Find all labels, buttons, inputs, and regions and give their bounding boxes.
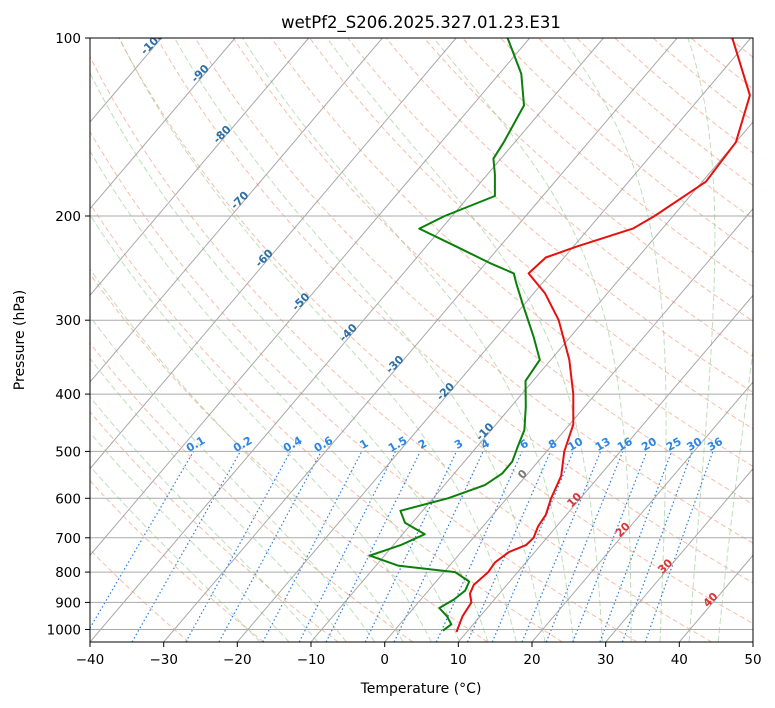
dry-adiabat	[156, 38, 753, 584]
x-axis-label: Temperature (°C)	[360, 681, 482, 697]
isotherm-line	[605, 467, 753, 642]
moist-adiabat	[90, 432, 290, 642]
dry-adiabat	[461, 38, 753, 288]
plot-frame	[89, 37, 754, 643]
dry-adiabat	[576, 38, 753, 187]
isotherm-line	[310, 121, 753, 642]
dry-adiabat	[90, 202, 563, 642]
y-tick-label: 300	[55, 313, 81, 329]
y-tick-label: 500	[55, 444, 81, 460]
x-tick-label: 40	[671, 652, 688, 668]
dry-adiabat	[194, 38, 753, 544]
isotherm-line	[90, 38, 531, 557]
y-tick-label: 1000	[47, 623, 81, 639]
y-tick-label: 900	[55, 595, 81, 611]
dry-adiabat	[500, 38, 753, 253]
isotherm-line	[90, 38, 457, 470]
y-tick-label: 400	[55, 387, 81, 403]
isotherm-line	[90, 38, 604, 642]
isotherm-line	[384, 207, 753, 642]
moist-adiabat	[90, 357, 347, 642]
x-tick-label: 20	[523, 652, 540, 668]
isotherm-line	[90, 38, 236, 210]
x-tick-label: 0	[380, 652, 389, 668]
mixing-ratio-line	[466, 451, 552, 642]
mixing-ratio-line	[364, 451, 458, 642]
isotherm-line	[531, 381, 753, 642]
mixing-ratio-line	[185, 451, 291, 642]
y-axis: 1000 900 800 700 600 500 400 300 200 100	[47, 31, 90, 639]
moist-adiabat	[687, 38, 716, 642]
isotherm-line	[90, 38, 310, 297]
mixing-ratio-line	[131, 451, 241, 642]
mixing-ratio-line	[325, 451, 421, 642]
mixing-ratio-line	[435, 451, 523, 642]
y-tick-label: 800	[55, 565, 81, 581]
moist-adiabat	[90, 396, 319, 642]
y-axis-label: Pressure (hPa)	[12, 290, 28, 390]
dry-adiabat	[423, 38, 753, 322]
mixing-ratio-line	[621, 451, 693, 642]
y-tick-label: 100	[55, 31, 81, 47]
x-tick-label: −40	[76, 652, 105, 668]
x-tick-label: 30	[597, 652, 614, 668]
dry-adiabat	[538, 38, 753, 220]
mixing-ratio-line	[393, 451, 484, 642]
moist-adiabat	[433, 38, 632, 642]
dry-adiabat	[90, 479, 264, 642]
dry-adiabat	[118, 38, 753, 625]
moist-adiabat	[717, 346, 753, 642]
isotherm-line	[90, 38, 383, 383]
dry-adiabat	[90, 342, 414, 642]
moist-adiabat	[90, 213, 432, 642]
x-tick-label: −30	[149, 652, 178, 668]
moist-adiabat	[242, 38, 575, 642]
x-tick-label: −20	[223, 652, 252, 668]
grid	[90, 38, 753, 642]
mixing-ratio-line	[90, 451, 195, 630]
x-tick-label: −10	[297, 652, 326, 668]
mixing-ratio-line	[218, 451, 322, 642]
x-axis: −40 −30 −20 −10 0 10 20 30 40 50	[76, 642, 762, 668]
moist-adiabat	[90, 465, 261, 642]
moist-adiabat	[90, 150, 461, 642]
dry-adiabat	[90, 130, 638, 642]
moist-adiabat	[326, 38, 603, 642]
mixing-ratio-line	[491, 451, 574, 642]
isotherm-line	[163, 38, 678, 642]
dewpoint-line	[368, 38, 541, 632]
moist-adiabat	[90, 71, 489, 642]
y-tick-label: 700	[55, 531, 81, 547]
x-tick-label: 10	[450, 652, 467, 668]
dry-adiabat	[385, 38, 753, 358]
moist-adiabat	[90, 268, 404, 642]
x-tick-label: 50	[744, 652, 761, 668]
dry-adiabat	[614, 38, 753, 154]
mixing-ratio-line	[644, 451, 714, 642]
series-lines	[368, 38, 751, 633]
y-tick-label: 200	[55, 209, 81, 225]
isotherm-line	[457, 294, 753, 642]
isotherm-line	[236, 38, 752, 642]
temperature-line	[455, 38, 751, 633]
dry-adiabat	[90, 273, 488, 642]
chart-title: wetPf2_S206.2025.327.01.23.E31	[281, 13, 561, 33]
background-lines	[90, 38, 753, 642]
dry-adiabat	[90, 55, 712, 642]
y-tick-label: 600	[55, 491, 81, 507]
moist-adiabat	[562, 38, 667, 642]
dry-adiabat	[309, 38, 753, 430]
moist-adiabat	[118, 38, 517, 642]
